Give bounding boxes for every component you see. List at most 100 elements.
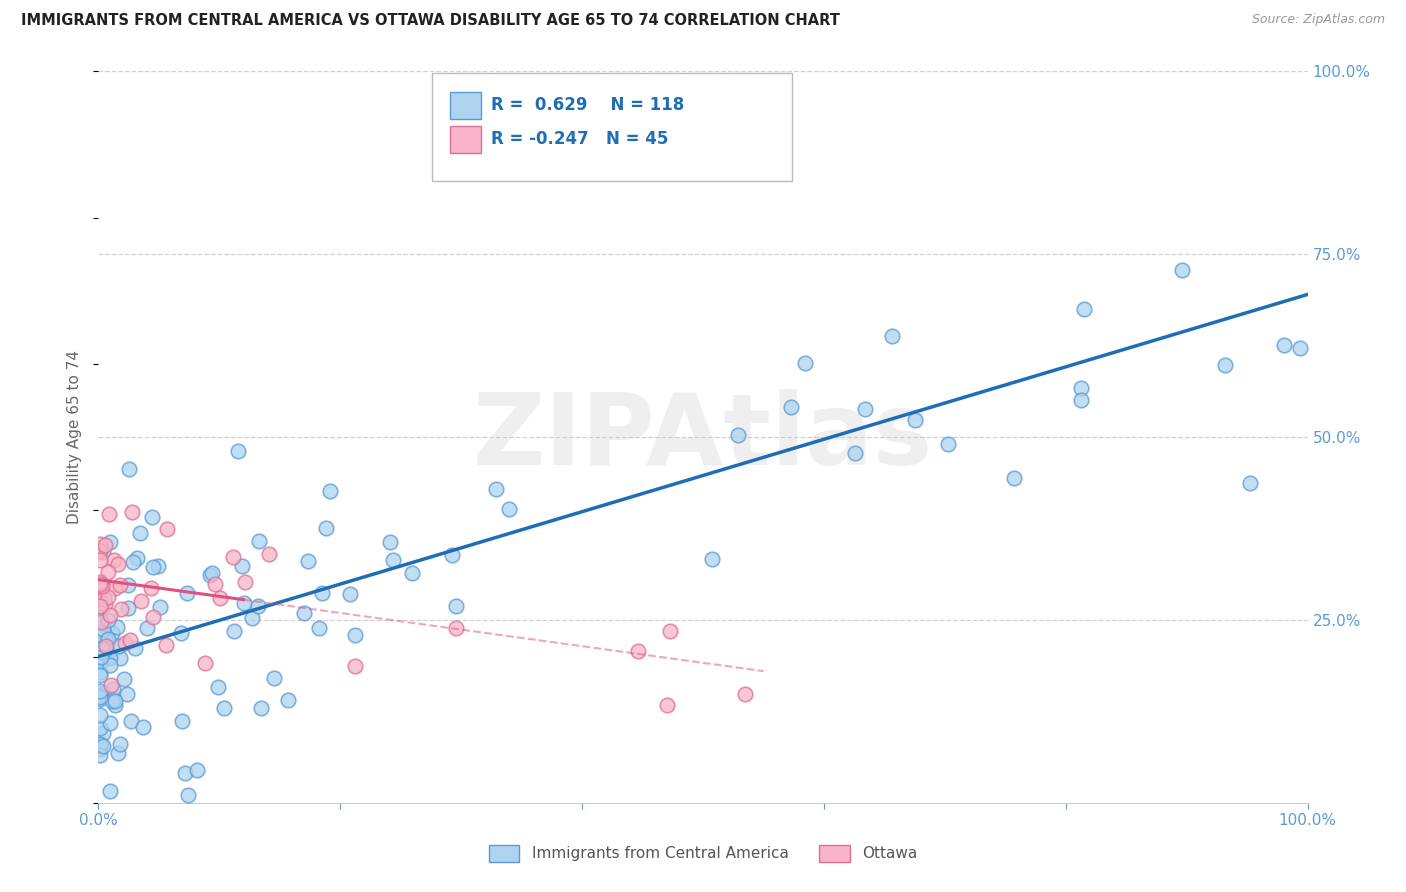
Point <box>89 582 111 596</box>
Point <box>90 615 112 629</box>
Point <box>308 621 330 635</box>
Text: R = -0.247   N = 45: R = -0.247 N = 45 <box>491 130 668 148</box>
Point <box>90 649 112 664</box>
Point <box>91 686 114 700</box>
Point <box>89 576 111 591</box>
Point <box>93 739 115 753</box>
Point <box>110 602 132 616</box>
Point <box>1002 470 1025 484</box>
Point <box>89 737 111 751</box>
Point <box>98 783 121 797</box>
Point <box>94 633 117 648</box>
Point <box>381 553 404 567</box>
Point <box>117 601 139 615</box>
Text: R =  0.629    N = 118: R = 0.629 N = 118 <box>491 96 683 114</box>
Point <box>89 574 111 589</box>
Point <box>108 639 131 653</box>
Point <box>658 624 681 638</box>
Point <box>247 534 270 549</box>
Point <box>231 558 253 573</box>
Point <box>1073 301 1095 316</box>
Point <box>277 692 299 706</box>
Point <box>98 507 121 521</box>
Point <box>207 680 229 694</box>
Point <box>444 599 467 613</box>
Point <box>141 581 163 595</box>
Point <box>174 766 197 780</box>
Point <box>120 714 142 728</box>
Point <box>485 482 508 496</box>
Point <box>91 622 114 636</box>
Point <box>90 690 112 704</box>
Point <box>104 581 127 595</box>
Point <box>727 427 749 442</box>
Point <box>129 526 152 541</box>
Point <box>247 599 270 614</box>
Point <box>114 635 136 649</box>
Y-axis label: Disability Age 65 to 74: Disability Age 65 to 74 <box>67 350 83 524</box>
Point <box>1239 476 1261 491</box>
Point <box>104 698 127 713</box>
Point <box>89 708 111 723</box>
Point <box>89 654 111 668</box>
Point <box>89 610 111 624</box>
Point <box>142 609 165 624</box>
Point <box>1213 358 1236 372</box>
Point <box>108 578 131 592</box>
Point <box>89 599 111 613</box>
Point <box>141 510 163 524</box>
Point <box>89 684 111 698</box>
Point <box>378 535 401 549</box>
Point <box>104 693 127 707</box>
Point <box>233 596 256 610</box>
Point <box>198 568 221 582</box>
Point <box>142 560 165 574</box>
Point <box>297 554 319 568</box>
Point <box>89 613 111 627</box>
Point <box>343 628 366 642</box>
Point <box>176 586 198 600</box>
Point <box>89 748 111 763</box>
Point <box>132 720 155 734</box>
Point <box>98 651 121 665</box>
Text: IMMIGRANTS FROM CENTRAL AMERICA VS OTTAWA DISABILITY AGE 65 TO 74 CORRELATION CH: IMMIGRANTS FROM CENTRAL AMERICA VS OTTAW… <box>21 13 839 29</box>
Point <box>97 613 120 627</box>
Point <box>222 624 245 638</box>
Point <box>343 658 366 673</box>
Point <box>93 591 115 606</box>
Point <box>107 746 129 760</box>
Point <box>844 446 866 460</box>
Point <box>98 715 121 730</box>
Point <box>125 551 148 566</box>
Point <box>100 678 122 692</box>
Point <box>121 505 143 519</box>
Point <box>107 558 129 572</box>
Point <box>103 681 125 696</box>
Point <box>89 690 111 704</box>
Point <box>700 552 723 566</box>
Point <box>89 629 111 643</box>
Point <box>627 643 650 657</box>
Point <box>440 548 463 562</box>
Point <box>108 738 131 752</box>
Point <box>146 558 169 573</box>
Point <box>91 545 114 559</box>
Point <box>90 640 112 655</box>
Point <box>89 721 111 735</box>
Point <box>120 633 142 648</box>
Point <box>101 694 124 708</box>
Point <box>257 547 280 561</box>
Point <box>853 401 876 416</box>
Point <box>89 630 111 644</box>
Text: ZIPAtlas: ZIPAtlas <box>472 389 934 485</box>
Point <box>89 553 111 567</box>
Point <box>204 576 226 591</box>
Point <box>89 742 111 756</box>
Point <box>117 687 139 701</box>
Point <box>122 555 145 569</box>
Point <box>904 413 927 427</box>
Text: Source: ZipAtlas.com: Source: ZipAtlas.com <box>1251 13 1385 27</box>
Point <box>105 620 128 634</box>
Point <box>498 501 520 516</box>
Point <box>194 657 217 671</box>
